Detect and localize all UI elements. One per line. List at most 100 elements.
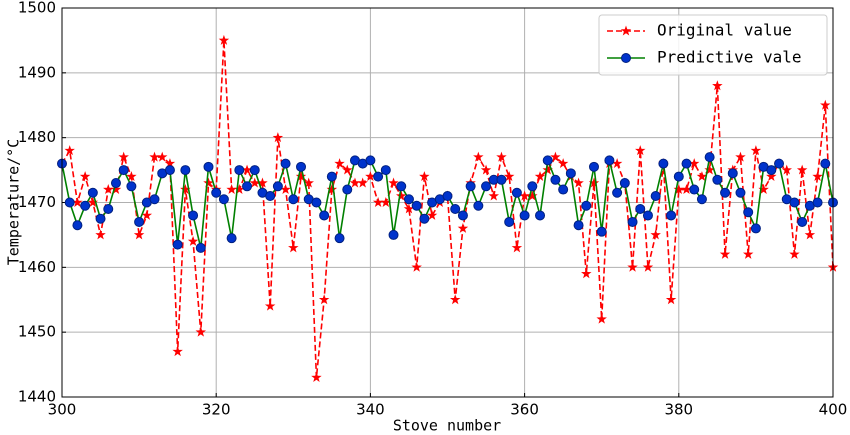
x-tick-label: 300	[48, 401, 77, 419]
star-marker	[735, 151, 746, 162]
y-tick-label: 1450	[18, 323, 56, 341]
star-marker	[365, 171, 376, 182]
circle-marker	[797, 216, 808, 227]
legend: Original value Predictive vale	[598, 14, 828, 76]
star-marker	[172, 346, 183, 357]
circle-marker	[103, 203, 114, 214]
star-marker	[126, 171, 137, 182]
circle-marker	[465, 181, 476, 192]
circle-marker	[265, 191, 276, 202]
circle-marker	[627, 216, 638, 227]
star-marker	[257, 177, 268, 188]
star-marker	[95, 229, 106, 240]
star-marker	[650, 229, 661, 240]
circle-marker	[134, 216, 145, 227]
circle-marker	[550, 174, 561, 185]
star-marker	[534, 171, 546, 182]
star-marker	[110, 184, 122, 194]
star-marker	[665, 294, 677, 305]
circle-marker	[774, 158, 785, 169]
legend-label: Original value	[657, 21, 792, 40]
circle-marker	[542, 155, 553, 166]
circle-marker	[642, 210, 653, 221]
circle-marker	[473, 200, 484, 211]
circle-marker	[72, 220, 83, 231]
circle-marker	[272, 181, 283, 192]
circle-marker	[450, 203, 461, 214]
circle-marker	[234, 165, 245, 176]
star-marker	[157, 151, 168, 162]
star-marker	[673, 184, 685, 194]
star-marker	[403, 203, 415, 214]
star-marker	[635, 145, 646, 156]
star-marker	[503, 171, 515, 182]
x-tick-label: 340	[356, 401, 385, 419]
star-marker	[488, 190, 499, 201]
star-marker	[164, 158, 176, 169]
circle-marker	[342, 184, 353, 195]
circle-marker	[87, 187, 98, 198]
x-tick-label: 320	[202, 401, 231, 419]
y-tick-label: 1490	[18, 63, 56, 81]
star-marker	[388, 177, 399, 188]
circle-marker	[388, 229, 399, 240]
circle-marker	[226, 233, 237, 244]
series-line	[61, 40, 834, 378]
circle-marker	[249, 165, 260, 176]
star-marker	[719, 248, 731, 259]
star-marker	[511, 242, 523, 253]
star-marker	[611, 158, 623, 169]
star-marker	[241, 164, 253, 175]
circle-marker	[635, 203, 646, 214]
star-marker	[203, 177, 214, 188]
star-marker	[473, 151, 484, 162]
star-marker	[326, 184, 338, 194]
circle-marker	[573, 220, 584, 231]
star-marker	[704, 164, 715, 175]
y-tick-label: 1470	[18, 193, 56, 211]
y-tick-label: 1500	[18, 0, 56, 17]
circle-marker	[373, 171, 384, 182]
star-marker	[627, 261, 638, 272]
star-marker	[103, 184, 114, 194]
circle-marker	[195, 242, 206, 253]
star-marker	[72, 197, 83, 207]
circle-marker	[411, 200, 422, 211]
circle-marker	[789, 197, 800, 208]
circle-marker	[681, 158, 692, 169]
circle-marker	[766, 165, 777, 176]
circle-marker	[334, 233, 345, 244]
star-marker	[264, 300, 276, 311]
star-marker	[457, 222, 469, 233]
circle-marker	[596, 226, 607, 237]
star-marker	[742, 248, 754, 259]
legend-label: Predictive vale	[657, 48, 802, 67]
circle-marker	[64, 197, 75, 208]
circle-marker	[696, 194, 707, 205]
x-tick-label: 400	[819, 401, 848, 419]
star-marker	[87, 197, 99, 207]
star-marker	[596, 313, 607, 324]
circle-marker	[365, 155, 376, 166]
star-marker	[419, 171, 430, 182]
star-marker	[249, 177, 260, 188]
circle-marker	[288, 194, 299, 205]
star-marker	[642, 261, 654, 272]
circle-marker	[311, 197, 322, 208]
circle-marker	[658, 158, 669, 169]
x-tick-label: 380	[664, 401, 693, 419]
star-marker	[234, 184, 245, 194]
star-marker	[334, 158, 345, 169]
star-marker	[288, 242, 299, 253]
star-marker	[396, 190, 407, 201]
star-marker	[688, 158, 700, 169]
circle-marker	[612, 187, 623, 198]
circle-marker	[619, 178, 630, 189]
circle-marker	[380, 165, 391, 176]
star-marker	[519, 190, 530, 201]
star-marker	[187, 235, 199, 246]
circle-marker	[704, 152, 715, 163]
y-tick-label: 1460	[18, 258, 56, 276]
circle-marker	[581, 200, 592, 211]
